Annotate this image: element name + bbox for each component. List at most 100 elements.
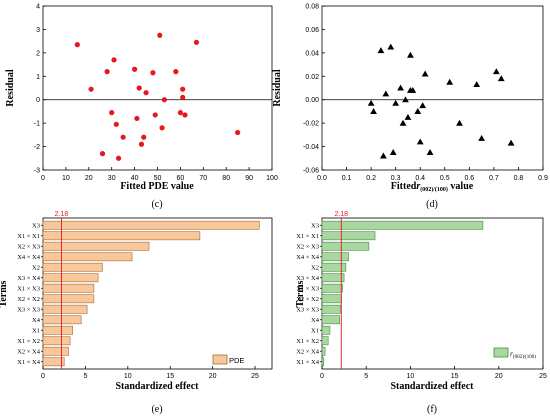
x-axis: 0 5 10 15 20 25 [41, 366, 259, 380]
data-points [367, 43, 515, 159]
y-tick-label: 0.08 [305, 4, 319, 11]
plot-frame [321, 217, 544, 370]
bar [321, 241, 370, 251]
y-axis: -3 -2 -1 0 1 2 3 4 [34, 4, 46, 175]
data-point [134, 115, 140, 122]
x-tick-label: 50 [154, 175, 162, 182]
data-point [159, 125, 165, 131]
x-axis-label: Standardized effect [390, 381, 474, 392]
data-point [377, 47, 385, 54]
bar [321, 231, 376, 241]
category-label: X4 × X4 [17, 254, 41, 261]
y-axis-label: Residual [5, 69, 16, 106]
data-point [379, 152, 387, 159]
x-tick-label: 25 [251, 373, 259, 380]
data-point [402, 96, 409, 103]
x-axis: 0.0 0.1 0.2 0.3 0.4 0.5 0.6 0.7 0.8 0.9 [317, 167, 548, 182]
x-axis-label: Fitted PDE value [120, 181, 194, 192]
bar [42, 346, 69, 356]
panel-label: (e) [151, 404, 162, 415]
data-point [426, 149, 434, 155]
category-label: X2 × X3 [17, 244, 40, 251]
category-label: X4 × X4 [296, 254, 320, 261]
category-axis: X3 X1 × X1 X2 × X3 X4 × X4 X2 X3 × X4 X1 × X3 X… [296, 223, 322, 366]
x-tick-label: 15 [451, 373, 459, 380]
x-tick-label: 90 [245, 175, 253, 182]
category-label: X1 × X4 [296, 359, 320, 366]
x-axis: 0 10 20 30 40 50 60 70 80 90 100 [41, 167, 278, 182]
bar [321, 273, 345, 283]
data-point [132, 66, 138, 72]
chart-d: 0.0 0.1 0.2 0.3 0.4 0.5 0.6 0.7 0.8 0.9 -0.06-0.0… [272, 4, 548, 211]
legend-label: PDE [229, 356, 244, 365]
y-tick-label: 0.02 [305, 74, 319, 81]
category-label: X3 [311, 223, 319, 230]
y-tick-label: 0 [36, 97, 40, 104]
plot-frame [321, 5, 544, 171]
bar [321, 220, 484, 230]
data-point [414, 108, 422, 114]
bar [42, 336, 71, 346]
x-tick-label: 0.3 [391, 175, 401, 182]
category-label: X4 [311, 317, 320, 324]
x-tick-label: 60 [177, 175, 185, 182]
x-tick-label: 25 [539, 373, 547, 380]
data-point [111, 57, 117, 63]
legend-swatch [212, 354, 228, 365]
x-tick-label: 30 [108, 175, 116, 182]
plot-frame [42, 217, 273, 370]
y-axis: -0.06 -0.04 -0.02 0.00 0.02 0.04 0.06 0.08 [303, 4, 325, 175]
data-point [113, 121, 119, 127]
category-label: X2 [32, 265, 40, 272]
bars [42, 220, 260, 367]
category-label: X3 × X3 [17, 307, 40, 314]
x-tick-label: 0.9 [538, 175, 548, 182]
data-point [150, 70, 156, 76]
data-point [141, 134, 147, 140]
data-point [492, 68, 500, 75]
x-tick-label: 0.7 [489, 175, 499, 182]
data-point [182, 112, 188, 118]
x-tick-label: 20 [85, 175, 93, 182]
data-point [143, 90, 149, 96]
x-tick-label: 20 [209, 373, 217, 380]
category-label: X3 × X3 [296, 307, 319, 314]
data-point [392, 99, 400, 106]
bar [42, 315, 82, 325]
category-label: X2 [311, 265, 319, 272]
x-tick-label: 70 [199, 175, 207, 182]
data-point [419, 102, 427, 109]
bar [321, 252, 349, 262]
bar [42, 231, 201, 241]
x-tick-label: 0 [320, 373, 324, 380]
category-label: X3 [32, 223, 40, 230]
bar [42, 252, 133, 262]
data-point [177, 110, 183, 116]
panel-label: (f) [427, 404, 437, 415]
data-point [473, 81, 481, 88]
data-point [399, 119, 407, 126]
threshold-label: 2.18 [55, 211, 69, 218]
y-tick-label: -3 [34, 168, 40, 175]
bar [42, 241, 150, 251]
legend: PDE [212, 354, 244, 365]
x-tick-label: 10 [407, 373, 415, 380]
bars [321, 220, 484, 367]
x-tick-label: 20 [495, 373, 503, 380]
data-point [421, 70, 429, 77]
data-point [367, 99, 375, 106]
x-tick-label: 80 [222, 175, 230, 182]
category-label: X3 × X4 [296, 275, 320, 282]
data-point [497, 75, 505, 82]
x-tick-label: 5 [364, 373, 368, 380]
bar [321, 325, 331, 335]
y-tick-label: 4 [36, 4, 40, 11]
data-point [382, 90, 390, 97]
chart-c: 0 10 20 30 40 50 60 70 80 90 100 -3 -2 -1 0 1 2 3 4 Resid… [5, 4, 278, 211]
category-label: X1 × X1 [17, 233, 40, 240]
data-point [120, 134, 126, 140]
x-tick-label: 0.4 [415, 175, 425, 182]
chart-f: X3 X1 × X1 X2 × X3 X4 × X4 X2 X3 × X4 X1 × X3 X… [295, 211, 547, 415]
category-label: X1 [311, 328, 319, 335]
